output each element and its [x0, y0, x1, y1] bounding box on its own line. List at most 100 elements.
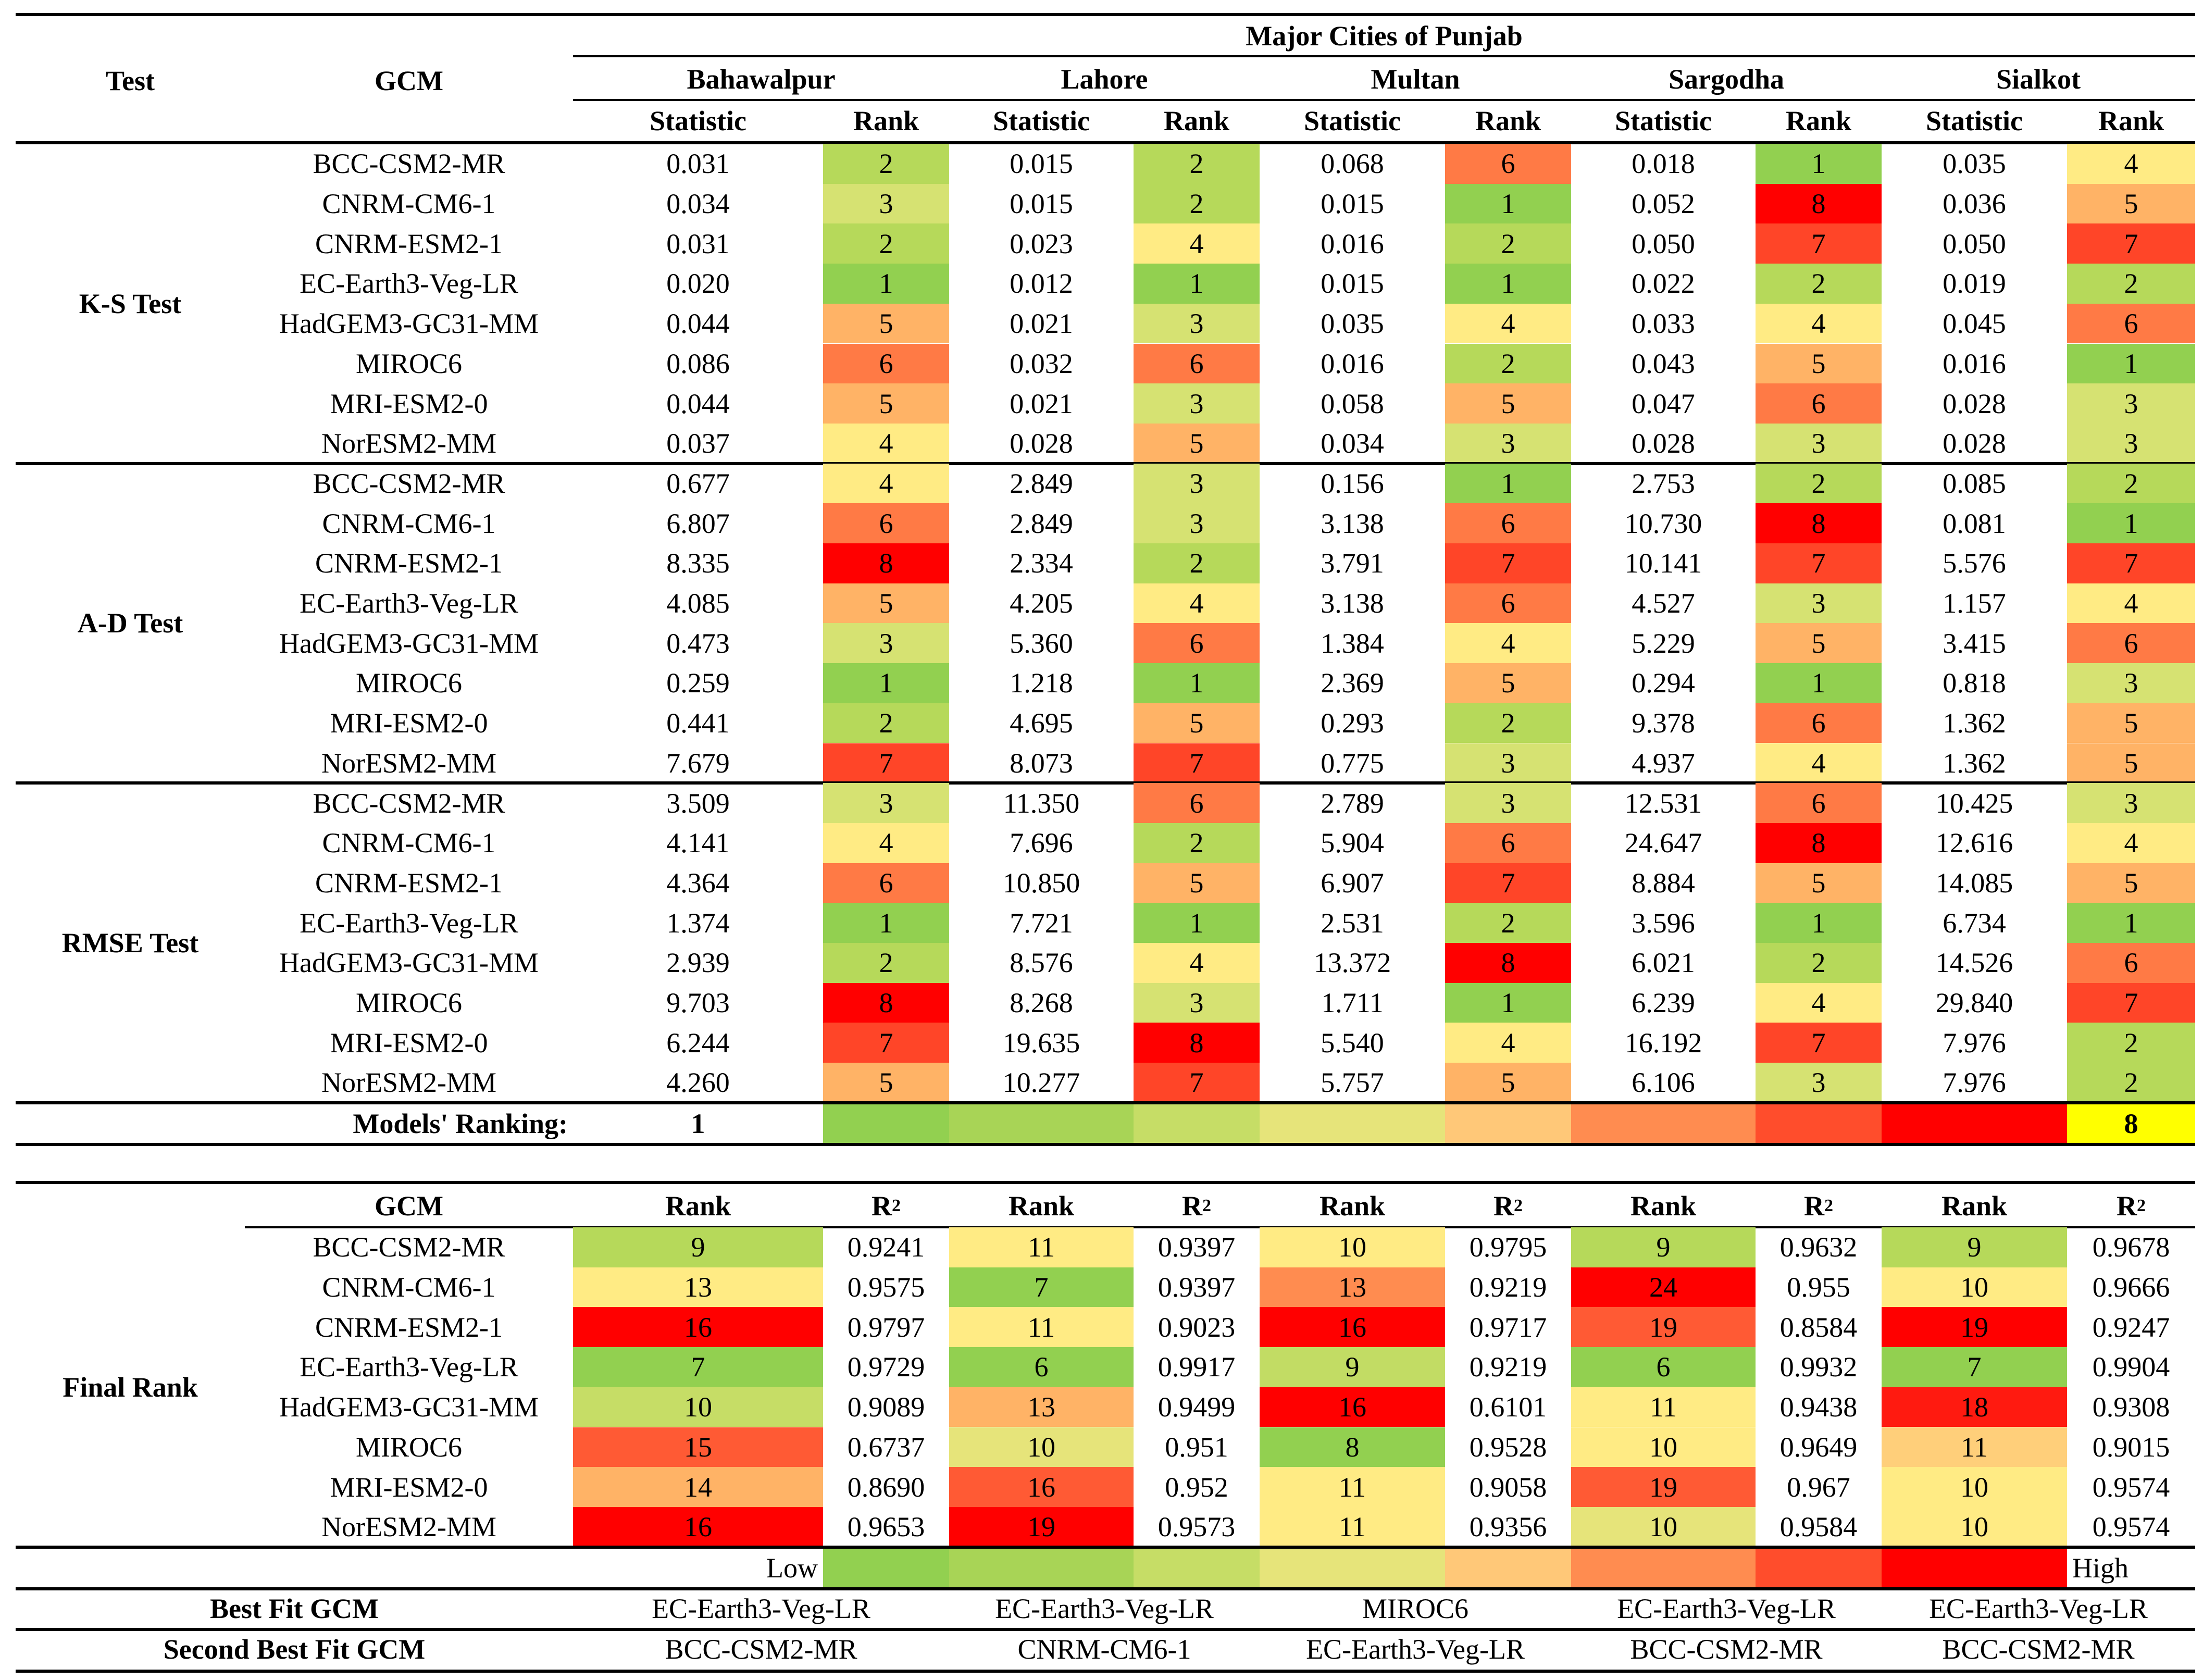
final-header-rank: Rank [1008, 1190, 1075, 1222]
header-gcm: GCM [375, 65, 443, 96]
header-city: Multan [1371, 64, 1460, 95]
rank-value: 2 [2067, 1063, 2195, 1103]
header-statistic: Statistic [1304, 105, 1401, 136]
rank-value: 7 [2067, 223, 2195, 264]
rank-value: 1 [823, 903, 949, 943]
rank-value: 4 [1756, 743, 1882, 783]
rank-value: 4 [2067, 583, 2195, 624]
statistic-value: 0.016 [1321, 347, 1384, 379]
rank-value: 6 [1756, 783, 1882, 823]
statistic-value: 2.849 [1010, 507, 1073, 539]
rank-value: 8 [1756, 183, 1882, 224]
statistic-value: 0.044 [666, 388, 730, 419]
r2-value: 0.6737 [847, 1431, 925, 1463]
statistic-value: 9.703 [666, 987, 730, 1019]
header-test: Test [105, 65, 155, 96]
final-rank-value: 11 [1260, 1507, 1445, 1547]
scale-color-swatch [1445, 1548, 1571, 1587]
rank-value: 2 [823, 703, 949, 743]
rank-value: 2 [2067, 264, 2195, 304]
r2-value: 0.9023 [1157, 1311, 1236, 1343]
gcm-name: BCC-CSM2-MR [313, 1231, 505, 1263]
rank-value: 5 [1756, 863, 1882, 903]
final-rank-value: 11 [1571, 1387, 1756, 1427]
r2-letter: R [1493, 1190, 1514, 1222]
r2-value: 0.9797 [847, 1311, 925, 1343]
rank-value: 6 [1445, 503, 1571, 543]
statistic-value: 6.239 [1632, 987, 1695, 1019]
scale-high-label: High [2072, 1552, 2129, 1584]
rank-value: 1 [1134, 663, 1260, 703]
rank-value: 3 [1445, 743, 1571, 783]
header-statistic: Statistic [993, 105, 1090, 136]
final-rank-value: 24 [1571, 1267, 1756, 1308]
rank-value: 5 [823, 303, 949, 344]
rank-value: 1 [1134, 903, 1260, 943]
r2-value: 0.9015 [2092, 1431, 2170, 1463]
statistic-value: 12.531 [1624, 787, 1702, 819]
gcm-name: MRI-ESM2-0 [330, 388, 488, 419]
gcm-name: HadGEM3-GC31-MM [279, 627, 539, 659]
statistic-value: 0.015 [1321, 188, 1384, 220]
rank-value: 1 [823, 663, 949, 703]
gcm-name: CNRM-ESM2-1 [315, 547, 503, 579]
statistic-value: 7.976 [1943, 1067, 2006, 1099]
gcm-name: MIROC6 [355, 987, 463, 1019]
header-statistic: Statistic [1926, 105, 2023, 136]
rank-value: 6 [2067, 943, 2195, 983]
statistic-value: 1.374 [666, 907, 730, 939]
statistic-value: 0.081 [1943, 507, 2006, 539]
statistic-value: 13.372 [1313, 947, 1391, 979]
best-fit-value: MIROC6 [1362, 1592, 1469, 1624]
r2-letter: R [1182, 1190, 1202, 1222]
final-header-rank: Rank [1941, 1190, 2008, 1222]
ranking-color-swatch [949, 1104, 1134, 1143]
statistic-value: 2.531 [1321, 907, 1384, 939]
gcm-name: CNRM-CM6-1 [322, 507, 496, 539]
rank-value: 2 [1445, 343, 1571, 384]
statistic-value: 0.293 [1321, 707, 1384, 739]
header-city: Lahore [1061, 64, 1148, 95]
r2-value: 0.9397 [1157, 1231, 1236, 1263]
statistic-value: 6.244 [666, 1027, 730, 1059]
city-rule [573, 99, 2195, 101]
rank-value: 3 [1445, 783, 1571, 823]
header-city: Sialkot [1996, 64, 2081, 95]
rank-value: 6 [2067, 623, 2195, 664]
final-rank-value: 13 [573, 1267, 823, 1308]
r2-value: 0.9574 [2092, 1511, 2170, 1543]
statistic-value: 0.034 [666, 188, 730, 220]
statistic-value: 0.018 [1632, 148, 1695, 180]
statistic-value: 4.364 [666, 867, 730, 899]
r2-value: 0.9528 [1469, 1431, 1547, 1463]
final-rank-label: Final Rank [63, 1371, 198, 1403]
statistic-value: 0.086 [666, 347, 730, 379]
statistic-value: 0.028 [1943, 388, 2006, 419]
statistic-value: 0.019 [1943, 268, 2006, 300]
rank-value: 5 [1445, 1063, 1571, 1103]
statistic-value: 8.576 [1010, 947, 1073, 979]
r2-value: 0.9219 [1469, 1272, 1547, 1303]
final-rank-value: 19 [1571, 1467, 1756, 1507]
final-rank-value: 14 [573, 1467, 823, 1507]
gcm-name: HadGEM3-GC31-MM [279, 1391, 539, 1423]
r2-value: 0.9308 [2092, 1391, 2170, 1423]
r2-value: 0.9666 [2092, 1272, 2170, 1303]
statistic-value: 8.335 [666, 547, 730, 579]
statistic-value: 2.849 [1010, 467, 1073, 499]
final-rank-value: 16 [1260, 1307, 1445, 1348]
statistic-value: 0.028 [1943, 428, 2006, 459]
test-separator-rule [16, 462, 2195, 465]
rank-value: 1 [1756, 663, 1882, 703]
statistic-value: 5.757 [1321, 1067, 1384, 1099]
statistic-value: 0.015 [1010, 188, 1073, 220]
rank-value: 3 [1134, 383, 1260, 424]
final-rank-value: 9 [1260, 1347, 1445, 1387]
statistic-value: 4.527 [1632, 588, 1695, 619]
statistic-value: 10.730 [1624, 507, 1702, 539]
final-header-rule [245, 1226, 2195, 1228]
gcm-name: CNRM-ESM2-1 [315, 228, 503, 259]
rank-value: 2 [1756, 463, 1882, 504]
rank-value: 6 [1134, 783, 1260, 823]
rank-value: 3 [1134, 463, 1260, 504]
